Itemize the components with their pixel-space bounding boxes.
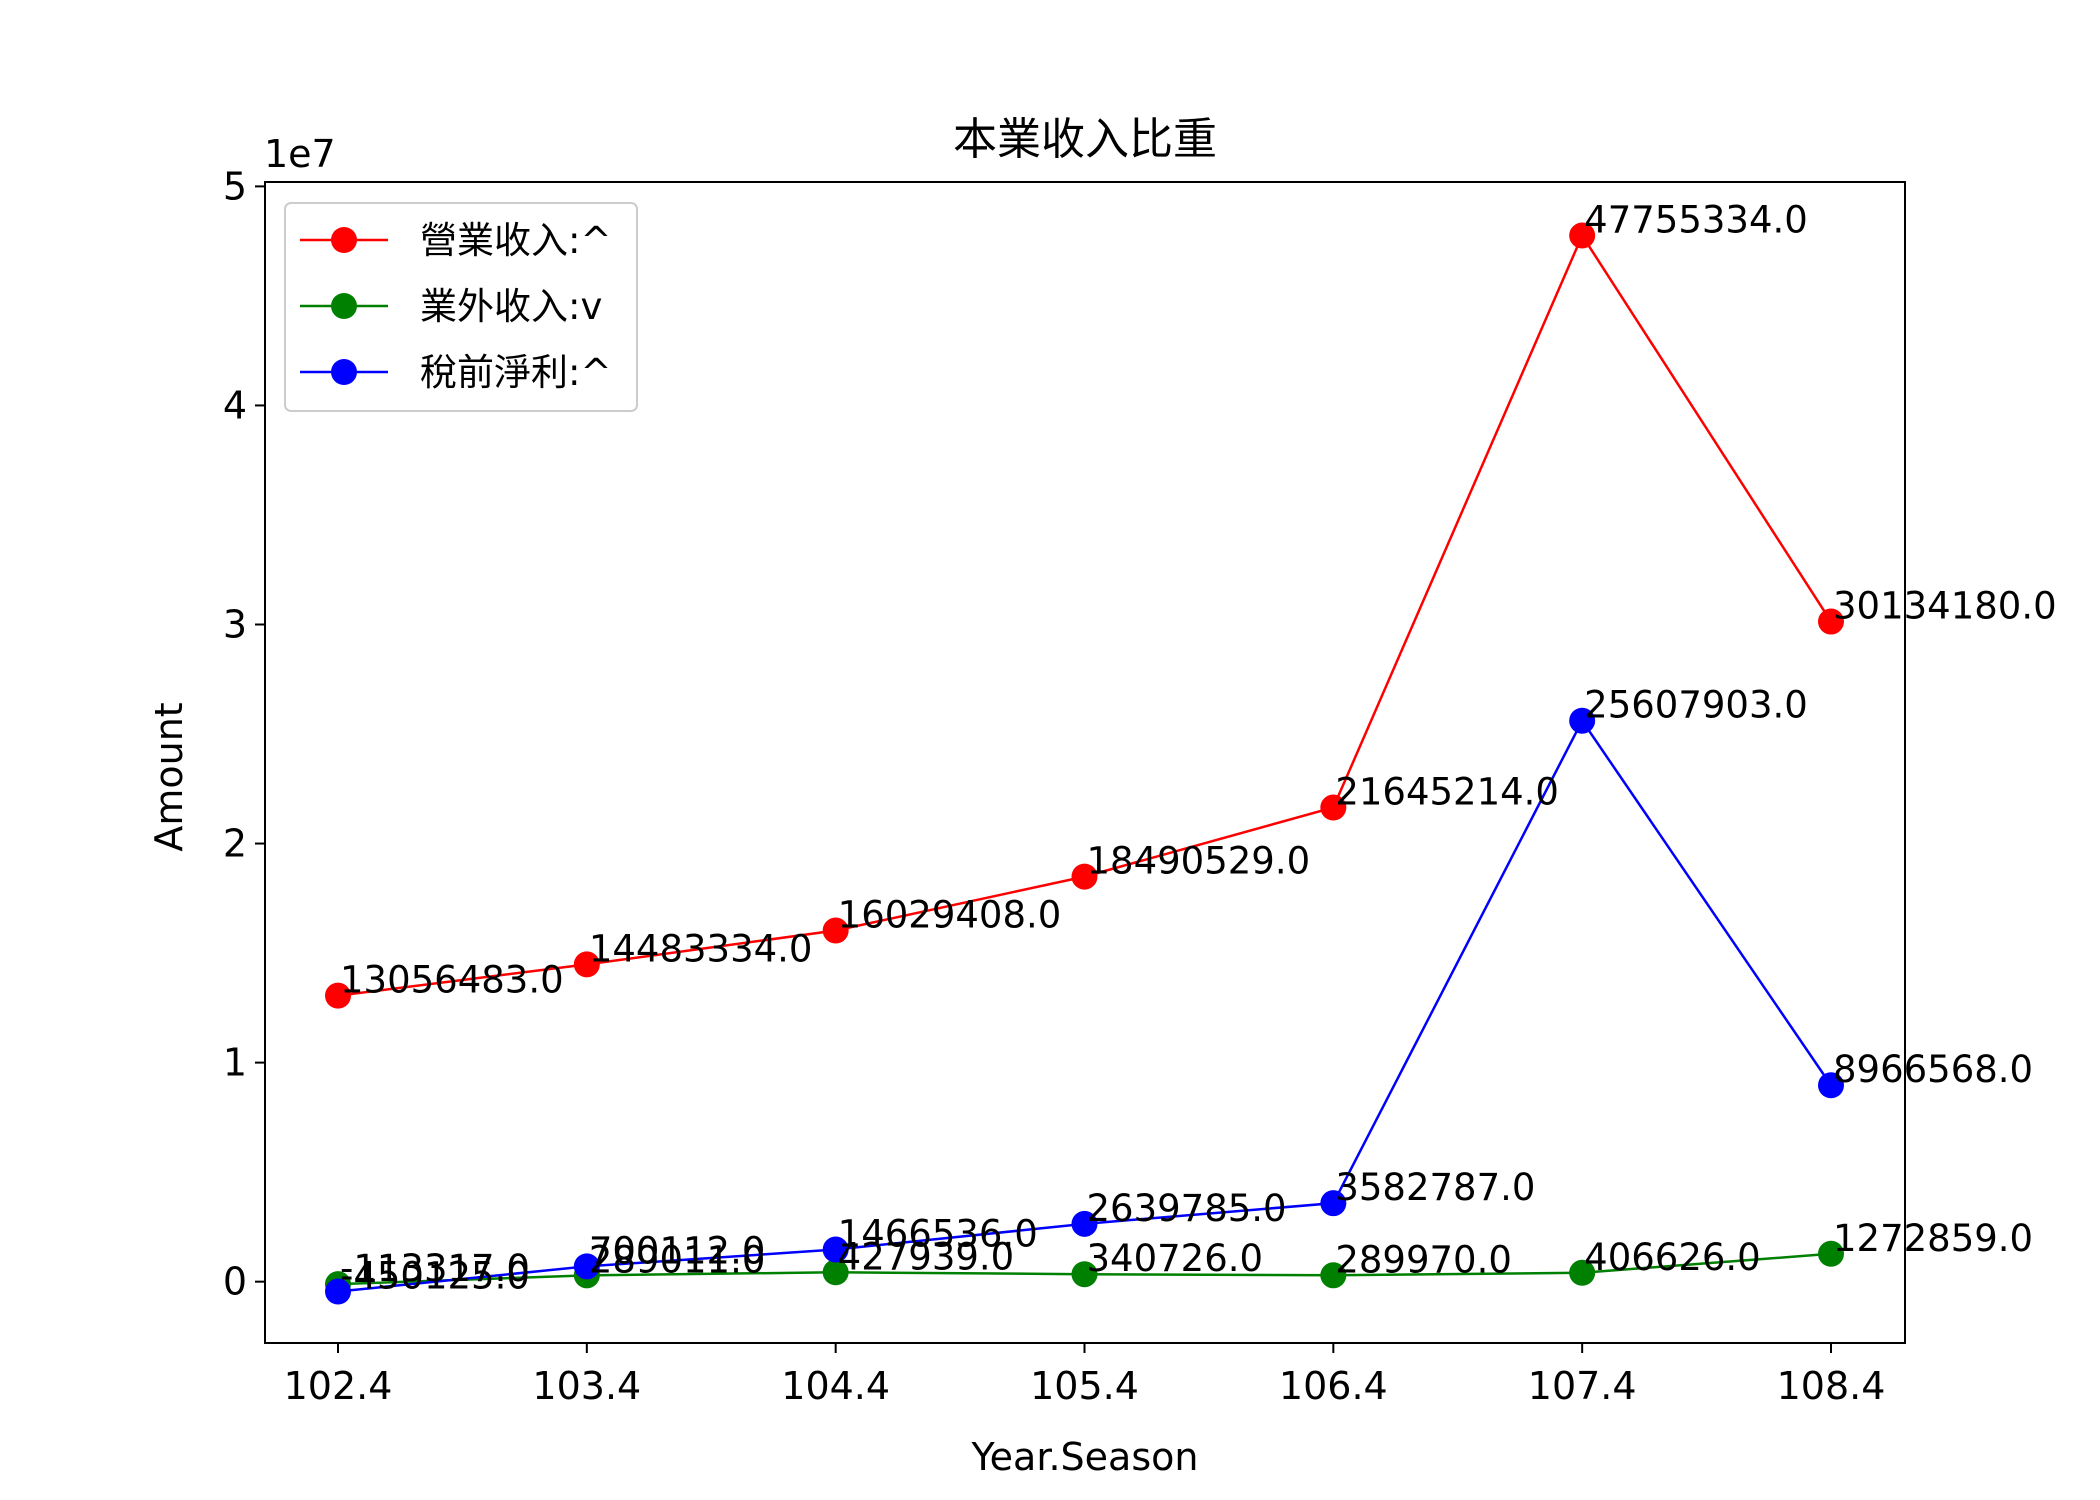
data-label: 30134180.0 [1833, 585, 2057, 628]
data-label: 289970.0 [1335, 1238, 1512, 1281]
data-point [573, 951, 600, 978]
data-point [1320, 1262, 1347, 1289]
legend-marker [331, 293, 357, 319]
legend-label: 業外收入:v [420, 285, 602, 328]
data-label: 47755334.0 [1584, 199, 1808, 242]
x-tick-label: 102.4 [284, 1364, 393, 1408]
x-tick-label: 104.4 [781, 1364, 890, 1408]
data-label: 700112.0 [589, 1229, 766, 1272]
x-tick-label: 107.4 [1528, 1364, 1637, 1408]
x-tick-label: 105.4 [1030, 1364, 1139, 1408]
y-axis-label: Amount [147, 702, 191, 851]
y-tick-label: 1 [223, 1041, 247, 1085]
series-line [337, 718, 1833, 1293]
legend-box [284, 202, 638, 412]
y-tick-label: 4 [223, 383, 247, 427]
data-label: 14483334.0 [589, 927, 813, 970]
data-label: 16029408.0 [838, 894, 1062, 937]
data-label: 1272859.0 [1833, 1217, 2033, 1260]
data-point [822, 1259, 849, 1286]
data-label: 8966568.0 [1833, 1048, 2033, 1091]
data-point [1569, 1259, 1596, 1286]
data-point [1818, 1072, 1844, 1099]
data-point [1818, 1240, 1844, 1267]
data-label: 21645214.0 [1335, 771, 1559, 814]
data-label: 18490529.0 [1087, 840, 1311, 883]
data-label: 406626.0 [1584, 1236, 1761, 1279]
data-point [822, 917, 849, 944]
data-label: 13056483.0 [340, 959, 564, 1002]
data-point [1818, 608, 1844, 635]
data-label: 1466536.0 [838, 1213, 1038, 1256]
data-point [325, 1278, 351, 1305]
x-tick-label: 108.4 [1777, 1364, 1886, 1408]
y-tick-label: 0 [223, 1260, 247, 1304]
data-point [573, 1253, 600, 1280]
y-tick-label: 2 [223, 822, 247, 866]
x-axis-label: Year.Season [971, 1435, 1199, 1479]
data-label: 289011.0 [589, 1238, 766, 1281]
legend-label: 營業收入:^ [420, 219, 611, 262]
data-label: -113317.0 [340, 1247, 530, 1290]
data-label: 25607903.0 [1584, 684, 1808, 727]
y-offset-text: 1e7 [264, 132, 336, 176]
legend-label: 稅前淨利:^ [420, 351, 611, 394]
data-point [1071, 1261, 1098, 1288]
data-label: 340726.0 [1087, 1237, 1264, 1280]
data-point [1569, 222, 1596, 249]
data-point [1569, 707, 1596, 734]
legend-marker [331, 359, 357, 385]
chart-title: 本業收入比重 [953, 114, 1217, 165]
data-label: -450125.0 [340, 1255, 530, 1298]
data-label: 2639785.0 [1087, 1187, 1287, 1230]
data-label: 427939.0 [838, 1235, 1015, 1278]
data-point [1071, 863, 1098, 890]
x-tick-label: 106.4 [1279, 1364, 1388, 1408]
data-point [325, 982, 351, 1009]
x-tick-label: 103.4 [532, 1364, 641, 1408]
data-point [822, 1236, 849, 1263]
legend-marker [331, 227, 357, 253]
data-point [1320, 1190, 1347, 1217]
data-point [1071, 1210, 1098, 1237]
data-point [1320, 794, 1347, 821]
data-label: 3582787.0 [1335, 1166, 1535, 1209]
y-tick-label: 5 [223, 164, 247, 208]
y-tick-label: 3 [223, 602, 247, 646]
